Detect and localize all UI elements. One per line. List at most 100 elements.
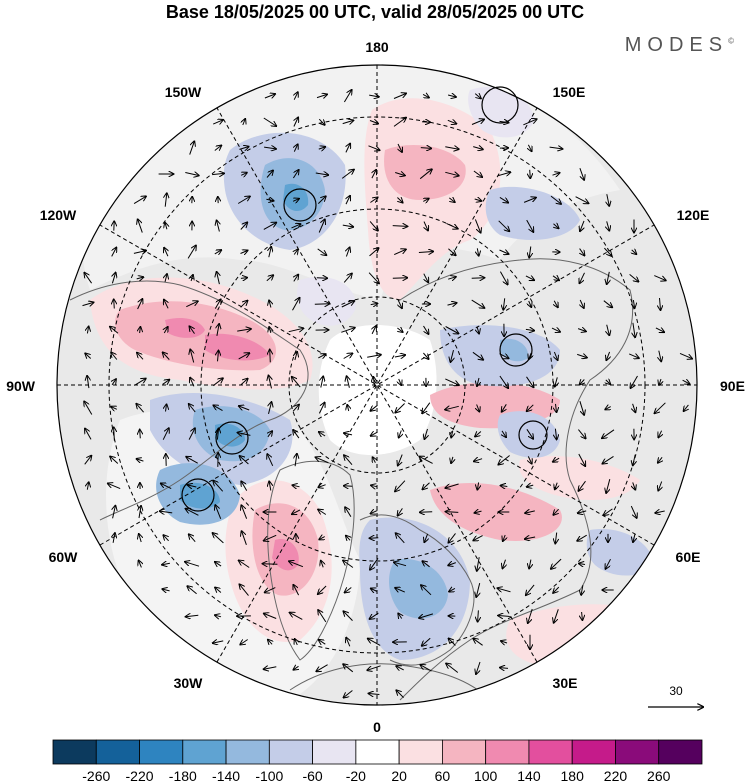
wind-vector (190, 378, 194, 387)
wind-vector (136, 277, 144, 279)
wind-vector (397, 198, 402, 203)
wind-vector (550, 195, 561, 204)
wind-vector (607, 271, 610, 284)
wind-vector (523, 119, 536, 126)
wind-vector (525, 276, 534, 280)
wind-vector (419, 457, 433, 464)
cyclone-aleutian (283, 188, 317, 222)
wind-vector (395, 588, 406, 592)
wind-vector (110, 327, 119, 334)
wind-vector (424, 221, 428, 231)
wind-vector (239, 406, 250, 410)
colorbar-swatch (268, 739, 314, 765)
wind-vector (396, 533, 405, 544)
wind-vector (580, 299, 584, 308)
wind-vector (392, 278, 407, 279)
wind-vector (554, 300, 558, 307)
wind-vector (240, 278, 247, 279)
wind-vector (264, 614, 277, 619)
colorbar-tick-label: -220 (126, 768, 154, 783)
wind-vector (502, 430, 506, 437)
wind-vector (134, 379, 145, 386)
wind-vector (239, 561, 250, 568)
wind-vector (190, 326, 195, 334)
reference-vector-label: 30 (669, 684, 683, 698)
wind-vector (553, 458, 560, 462)
cyclone-labrador (181, 478, 215, 512)
wind-vector (269, 327, 271, 334)
colorbar-swatch (182, 739, 227, 765)
wind-vector (660, 297, 661, 310)
wind-vector (292, 199, 299, 202)
wind-vector (371, 485, 378, 486)
wind-vector (237, 197, 250, 204)
wind-vector (190, 350, 193, 363)
wind-vector (477, 248, 478, 255)
arctic-ocean (318, 325, 437, 455)
wind-vector (473, 170, 482, 177)
wind-vector (263, 564, 278, 565)
wind-vector (398, 508, 403, 515)
wind-vector (555, 428, 556, 440)
wind-vector (108, 483, 121, 490)
wind-vector (448, 248, 455, 255)
wind-vector (552, 173, 560, 175)
wind-vector (215, 588, 222, 593)
wind-vector (373, 377, 374, 388)
anomaly-pos-north-pacific-core (384, 145, 466, 200)
wind-vector (82, 302, 94, 305)
wind-vector (266, 275, 273, 282)
wind-vector (215, 615, 222, 617)
wind-vector (373, 457, 376, 462)
wind-vector (85, 354, 92, 359)
wind-vector (269, 482, 271, 491)
wind-vector (215, 505, 222, 519)
wind-vector (316, 664, 328, 672)
wind-vector (112, 379, 116, 386)
wind-vector (473, 147, 483, 150)
wind-vector (264, 147, 276, 149)
wind-vector (240, 251, 248, 254)
wind-vector (633, 482, 636, 489)
wind-vector (451, 349, 454, 362)
cyclone-siberia (499, 333, 533, 367)
wind-vector (161, 483, 172, 490)
wind-vector (393, 94, 406, 99)
wind-vector (398, 454, 403, 466)
wind-vector (555, 482, 557, 490)
wind-vector (392, 226, 408, 227)
wind-vector (530, 169, 531, 178)
wind-vector (578, 511, 587, 513)
wind-vector (477, 482, 478, 489)
wind-vector (318, 510, 327, 515)
wind-vector (471, 299, 485, 308)
wind-vector (423, 352, 428, 359)
wind-vector (346, 638, 350, 647)
wind-vector (549, 147, 563, 149)
wind-vector (112, 273, 115, 284)
wind-vector (237, 329, 251, 331)
wind-vector (581, 585, 583, 595)
wind-vector (396, 666, 404, 670)
wind-vector (527, 404, 534, 411)
wind-vector (162, 380, 170, 385)
wind-vector (162, 428, 169, 440)
wind-vector (579, 564, 586, 565)
wind-vector (241, 505, 248, 519)
colorbar-tick-label: 20 (391, 768, 407, 783)
wind-vector (344, 690, 353, 698)
wind-vector (399, 430, 402, 438)
wind-vector (240, 584, 249, 596)
wind-vector (84, 402, 93, 415)
wind-vector (266, 171, 273, 178)
wind-vector (293, 585, 300, 596)
wind-vector (445, 483, 459, 488)
coast-eurasia (399, 258, 634, 701)
wind-vector (580, 248, 585, 256)
wind-vector (397, 328, 402, 332)
map-border (56, 64, 698, 706)
label-60e: 60E (676, 549, 701, 565)
wind-vector (213, 641, 224, 643)
wind-vector (525, 511, 535, 513)
wind-vector (659, 378, 661, 385)
